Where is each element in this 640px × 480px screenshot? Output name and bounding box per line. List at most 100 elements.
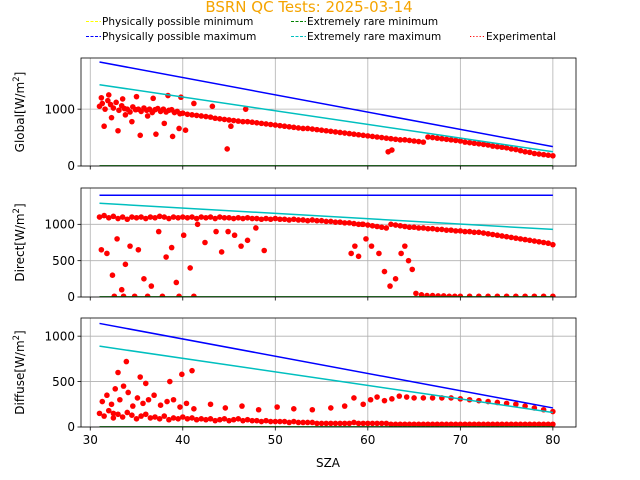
data-point bbox=[187, 265, 193, 271]
data-point bbox=[314, 126, 320, 133]
data-point bbox=[513, 421, 519, 427]
data-point bbox=[127, 109, 133, 115]
data-point bbox=[480, 230, 487, 236]
data-point bbox=[189, 112, 195, 118]
data-point bbox=[123, 358, 130, 365]
data-point bbox=[389, 396, 395, 402]
data-point bbox=[392, 222, 399, 228]
data-point bbox=[115, 411, 121, 418]
data-point bbox=[300, 419, 306, 426]
data-point bbox=[249, 215, 255, 222]
data-point bbox=[332, 129, 339, 135]
data-point bbox=[258, 216, 265, 223]
data-point bbox=[420, 395, 427, 401]
data-point bbox=[309, 419, 316, 426]
data-point bbox=[193, 416, 200, 423]
data-point bbox=[368, 243, 375, 249]
data-point bbox=[378, 224, 385, 231]
data-point bbox=[452, 421, 459, 427]
data-point bbox=[383, 225, 390, 231]
data-point bbox=[155, 228, 162, 235]
data-point bbox=[129, 118, 135, 125]
data-point bbox=[420, 139, 427, 145]
data-point bbox=[117, 396, 123, 403]
data-point bbox=[439, 226, 445, 233]
data-point bbox=[466, 228, 473, 235]
data-point bbox=[175, 416, 181, 422]
data-point bbox=[392, 136, 399, 143]
data-point bbox=[255, 406, 262, 413]
data-point bbox=[122, 261, 129, 268]
data-point bbox=[499, 233, 505, 239]
data-point bbox=[110, 213, 117, 220]
data-point bbox=[150, 95, 156, 102]
data-point bbox=[337, 129, 343, 136]
data-point bbox=[508, 421, 515, 427]
y-tick-label: 1000 bbox=[44, 218, 75, 232]
data-point bbox=[130, 403, 136, 409]
data-point bbox=[457, 421, 464, 427]
data-point bbox=[508, 146, 515, 152]
data-point bbox=[457, 138, 464, 144]
data-point bbox=[221, 116, 228, 123]
data-point bbox=[169, 133, 176, 140]
data-point bbox=[153, 131, 159, 137]
data-point bbox=[434, 226, 441, 233]
data-point bbox=[415, 225, 422, 231]
data-point bbox=[359, 221, 366, 228]
data-point bbox=[309, 217, 316, 223]
data-point bbox=[191, 406, 197, 412]
data-point bbox=[550, 152, 556, 159]
data-point bbox=[286, 419, 292, 426]
data-point bbox=[411, 224, 417, 231]
data-point bbox=[207, 214, 214, 220]
data-point bbox=[381, 397, 388, 404]
data-point bbox=[480, 141, 487, 148]
data-point bbox=[374, 420, 380, 427]
data-point bbox=[489, 231, 496, 238]
line-pp-max bbox=[99, 61, 554, 148]
data-point bbox=[471, 140, 478, 147]
data-point bbox=[242, 106, 249, 112]
data-point bbox=[125, 389, 131, 396]
data-point bbox=[101, 212, 107, 219]
data-point bbox=[424, 292, 430, 297]
data-point bbox=[304, 419, 311, 426]
data-point bbox=[277, 418, 283, 425]
data-point bbox=[517, 147, 524, 154]
x-axis-label: SZA bbox=[316, 456, 341, 470]
data-point bbox=[216, 416, 223, 423]
data-point bbox=[249, 119, 255, 126]
data-point bbox=[203, 416, 209, 423]
data-point bbox=[443, 421, 450, 427]
legend-label: Extremely rare maximum bbox=[307, 31, 441, 43]
y-axis-label-sup: 2 bbox=[12, 76, 22, 81]
data-point bbox=[263, 417, 269, 424]
data-point bbox=[291, 124, 297, 131]
data-point bbox=[348, 250, 354, 257]
data-point bbox=[119, 214, 126, 220]
data-point bbox=[457, 228, 464, 234]
data-point bbox=[531, 150, 538, 157]
data-point bbox=[191, 100, 197, 107]
legend-label: Physically possible maximum bbox=[102, 31, 256, 43]
data-point bbox=[272, 418, 279, 425]
data-point bbox=[452, 228, 459, 234]
data-point bbox=[309, 406, 316, 413]
data-point bbox=[462, 139, 468, 145]
data-point bbox=[314, 420, 320, 427]
data-point bbox=[286, 217, 292, 223]
data-point bbox=[466, 421, 473, 427]
data-point bbox=[346, 420, 353, 427]
data-point bbox=[415, 138, 422, 145]
data-point bbox=[96, 214, 103, 220]
data-point bbox=[440, 293, 447, 297]
data-point bbox=[105, 92, 112, 98]
data-point bbox=[127, 243, 133, 249]
data-point bbox=[351, 419, 357, 426]
data-point bbox=[396, 393, 403, 399]
data-point bbox=[471, 421, 478, 427]
data-point bbox=[96, 410, 103, 417]
data-point bbox=[161, 413, 168, 419]
